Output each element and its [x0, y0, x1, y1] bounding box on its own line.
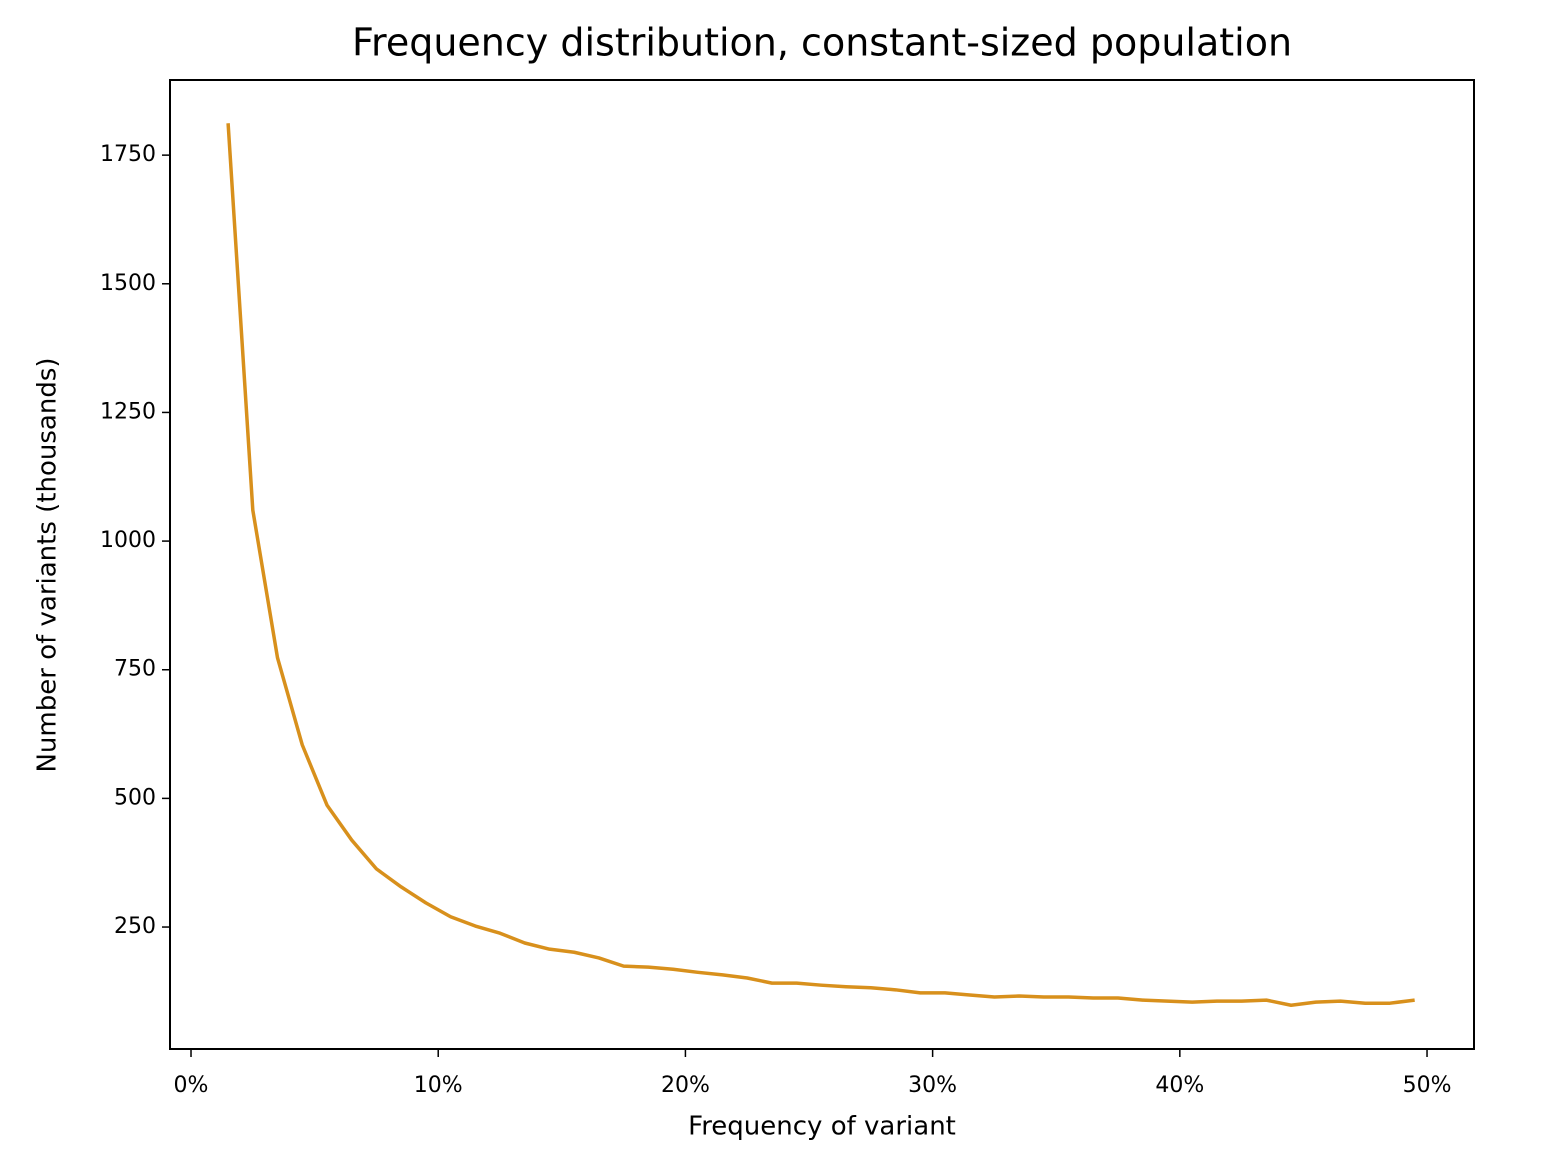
y-tick-label: 750: [114, 657, 156, 682]
x-tick-label: 30%: [908, 1073, 957, 1098]
y-axis-label: Number of variants (thousands): [33, 357, 63, 772]
y-tick-label: 1250: [100, 399, 156, 424]
x-tick-label: 10%: [414, 1073, 463, 1098]
y-tick-label: 1500: [100, 271, 156, 296]
y-tick-label: 250: [114, 914, 156, 939]
x-tick-label: 50%: [1403, 1073, 1452, 1098]
x-axis-label: Frequency of variant: [688, 1112, 956, 1142]
y-tick-label: 500: [114, 785, 156, 810]
y-tick-label: 1000: [100, 528, 156, 553]
x-tick-label: 20%: [661, 1073, 710, 1098]
chart-title: Frequency distribution, constant-sized p…: [352, 21, 1292, 65]
x-tick-label: 0%: [174, 1073, 209, 1098]
plot-frame: [169, 79, 1475, 1050]
x-tick-label: 40%: [1155, 1073, 1204, 1098]
y-tick-label: 1750: [100, 142, 156, 167]
line-series: [226, 123, 1415, 1008]
